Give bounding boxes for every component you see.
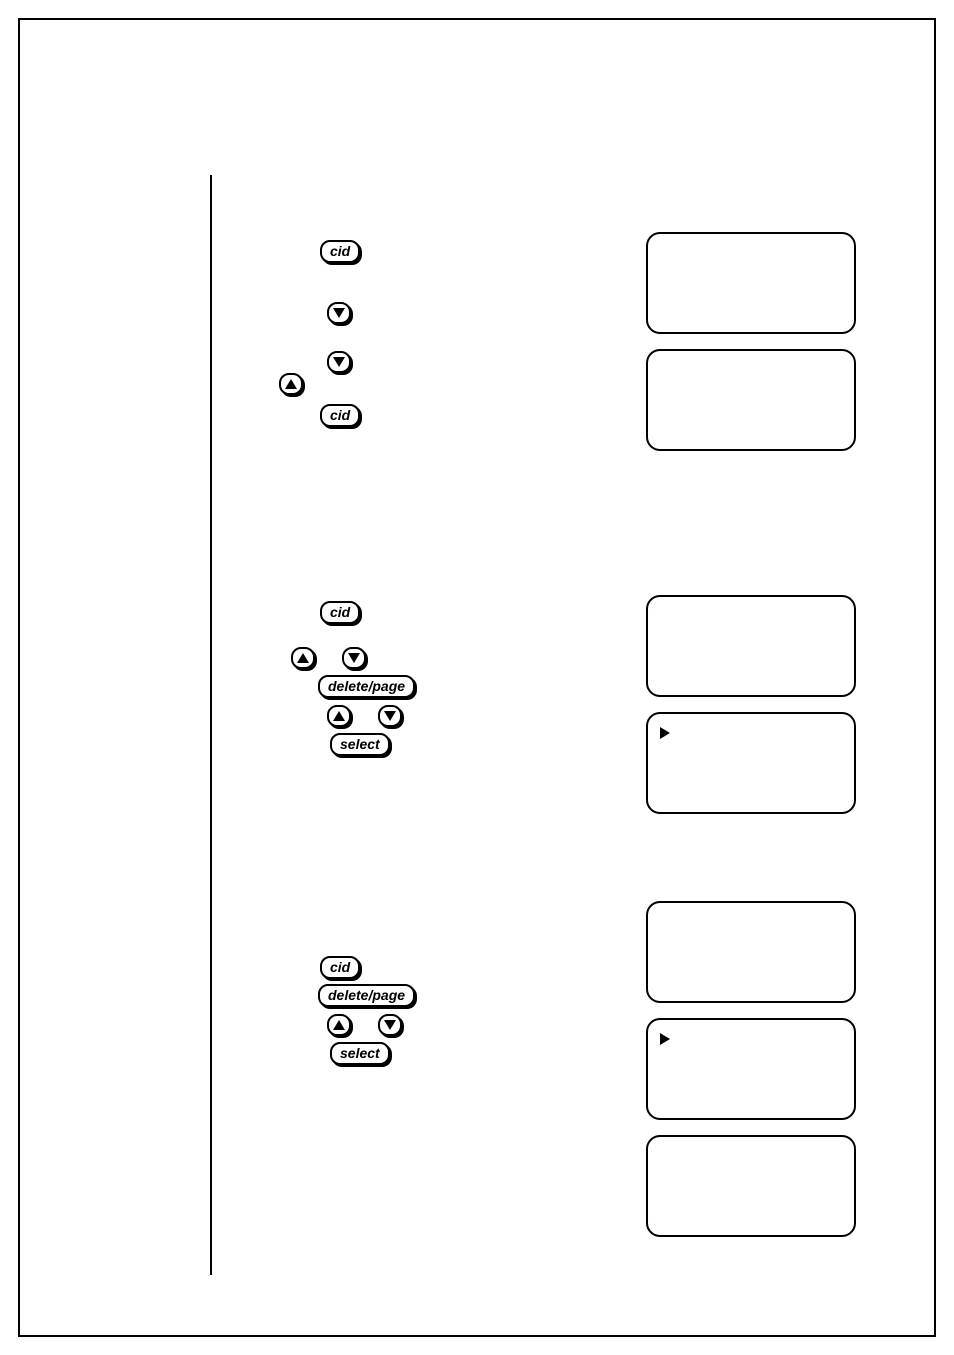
- down-button[interactable]: [327, 351, 351, 373]
- up-button[interactable]: [327, 1014, 351, 1036]
- down-button[interactable]: [327, 302, 351, 324]
- select-button[interactable]: select: [330, 1042, 390, 1065]
- lcd-screen: [646, 1018, 856, 1120]
- cid-button[interactable]: cid: [320, 956, 360, 979]
- lcd-screen: [646, 349, 856, 451]
- triangle-down-icon: [348, 653, 360, 663]
- lcd-line: [660, 724, 842, 742]
- cid-button[interactable]: cid: [320, 601, 360, 624]
- triangle-down-icon: [333, 308, 345, 318]
- cid-button[interactable]: cid: [320, 240, 360, 263]
- triangle-up-icon: [333, 711, 345, 721]
- triangle-right-icon: [660, 1033, 670, 1045]
- down-button[interactable]: [378, 1014, 402, 1036]
- triangle-down-icon: [384, 1020, 396, 1030]
- triangle-up-icon: [285, 379, 297, 389]
- down-button[interactable]: [378, 705, 402, 727]
- triangle-down-icon: [333, 357, 345, 367]
- cid-button[interactable]: cid: [320, 404, 360, 427]
- triangle-right-icon: [660, 727, 670, 739]
- triangle-down-icon: [384, 711, 396, 721]
- lcd-screen: [646, 901, 856, 1003]
- up-button[interactable]: [279, 373, 303, 395]
- up-button[interactable]: [327, 705, 351, 727]
- lcd-screen: [646, 595, 856, 697]
- up-button[interactable]: [291, 647, 315, 669]
- lcd-screen: [646, 1135, 856, 1237]
- triangle-up-icon: [333, 1020, 345, 1030]
- delete-page-button[interactable]: delete/page: [318, 984, 415, 1007]
- lcd-line: [660, 1030, 842, 1048]
- vertical-divider: [210, 175, 212, 1275]
- lcd-screen: [646, 712, 856, 814]
- delete-page-button[interactable]: delete/page: [318, 675, 415, 698]
- down-button[interactable]: [342, 647, 366, 669]
- select-button[interactable]: select: [330, 733, 390, 756]
- lcd-screen: [646, 232, 856, 334]
- triangle-up-icon: [297, 653, 309, 663]
